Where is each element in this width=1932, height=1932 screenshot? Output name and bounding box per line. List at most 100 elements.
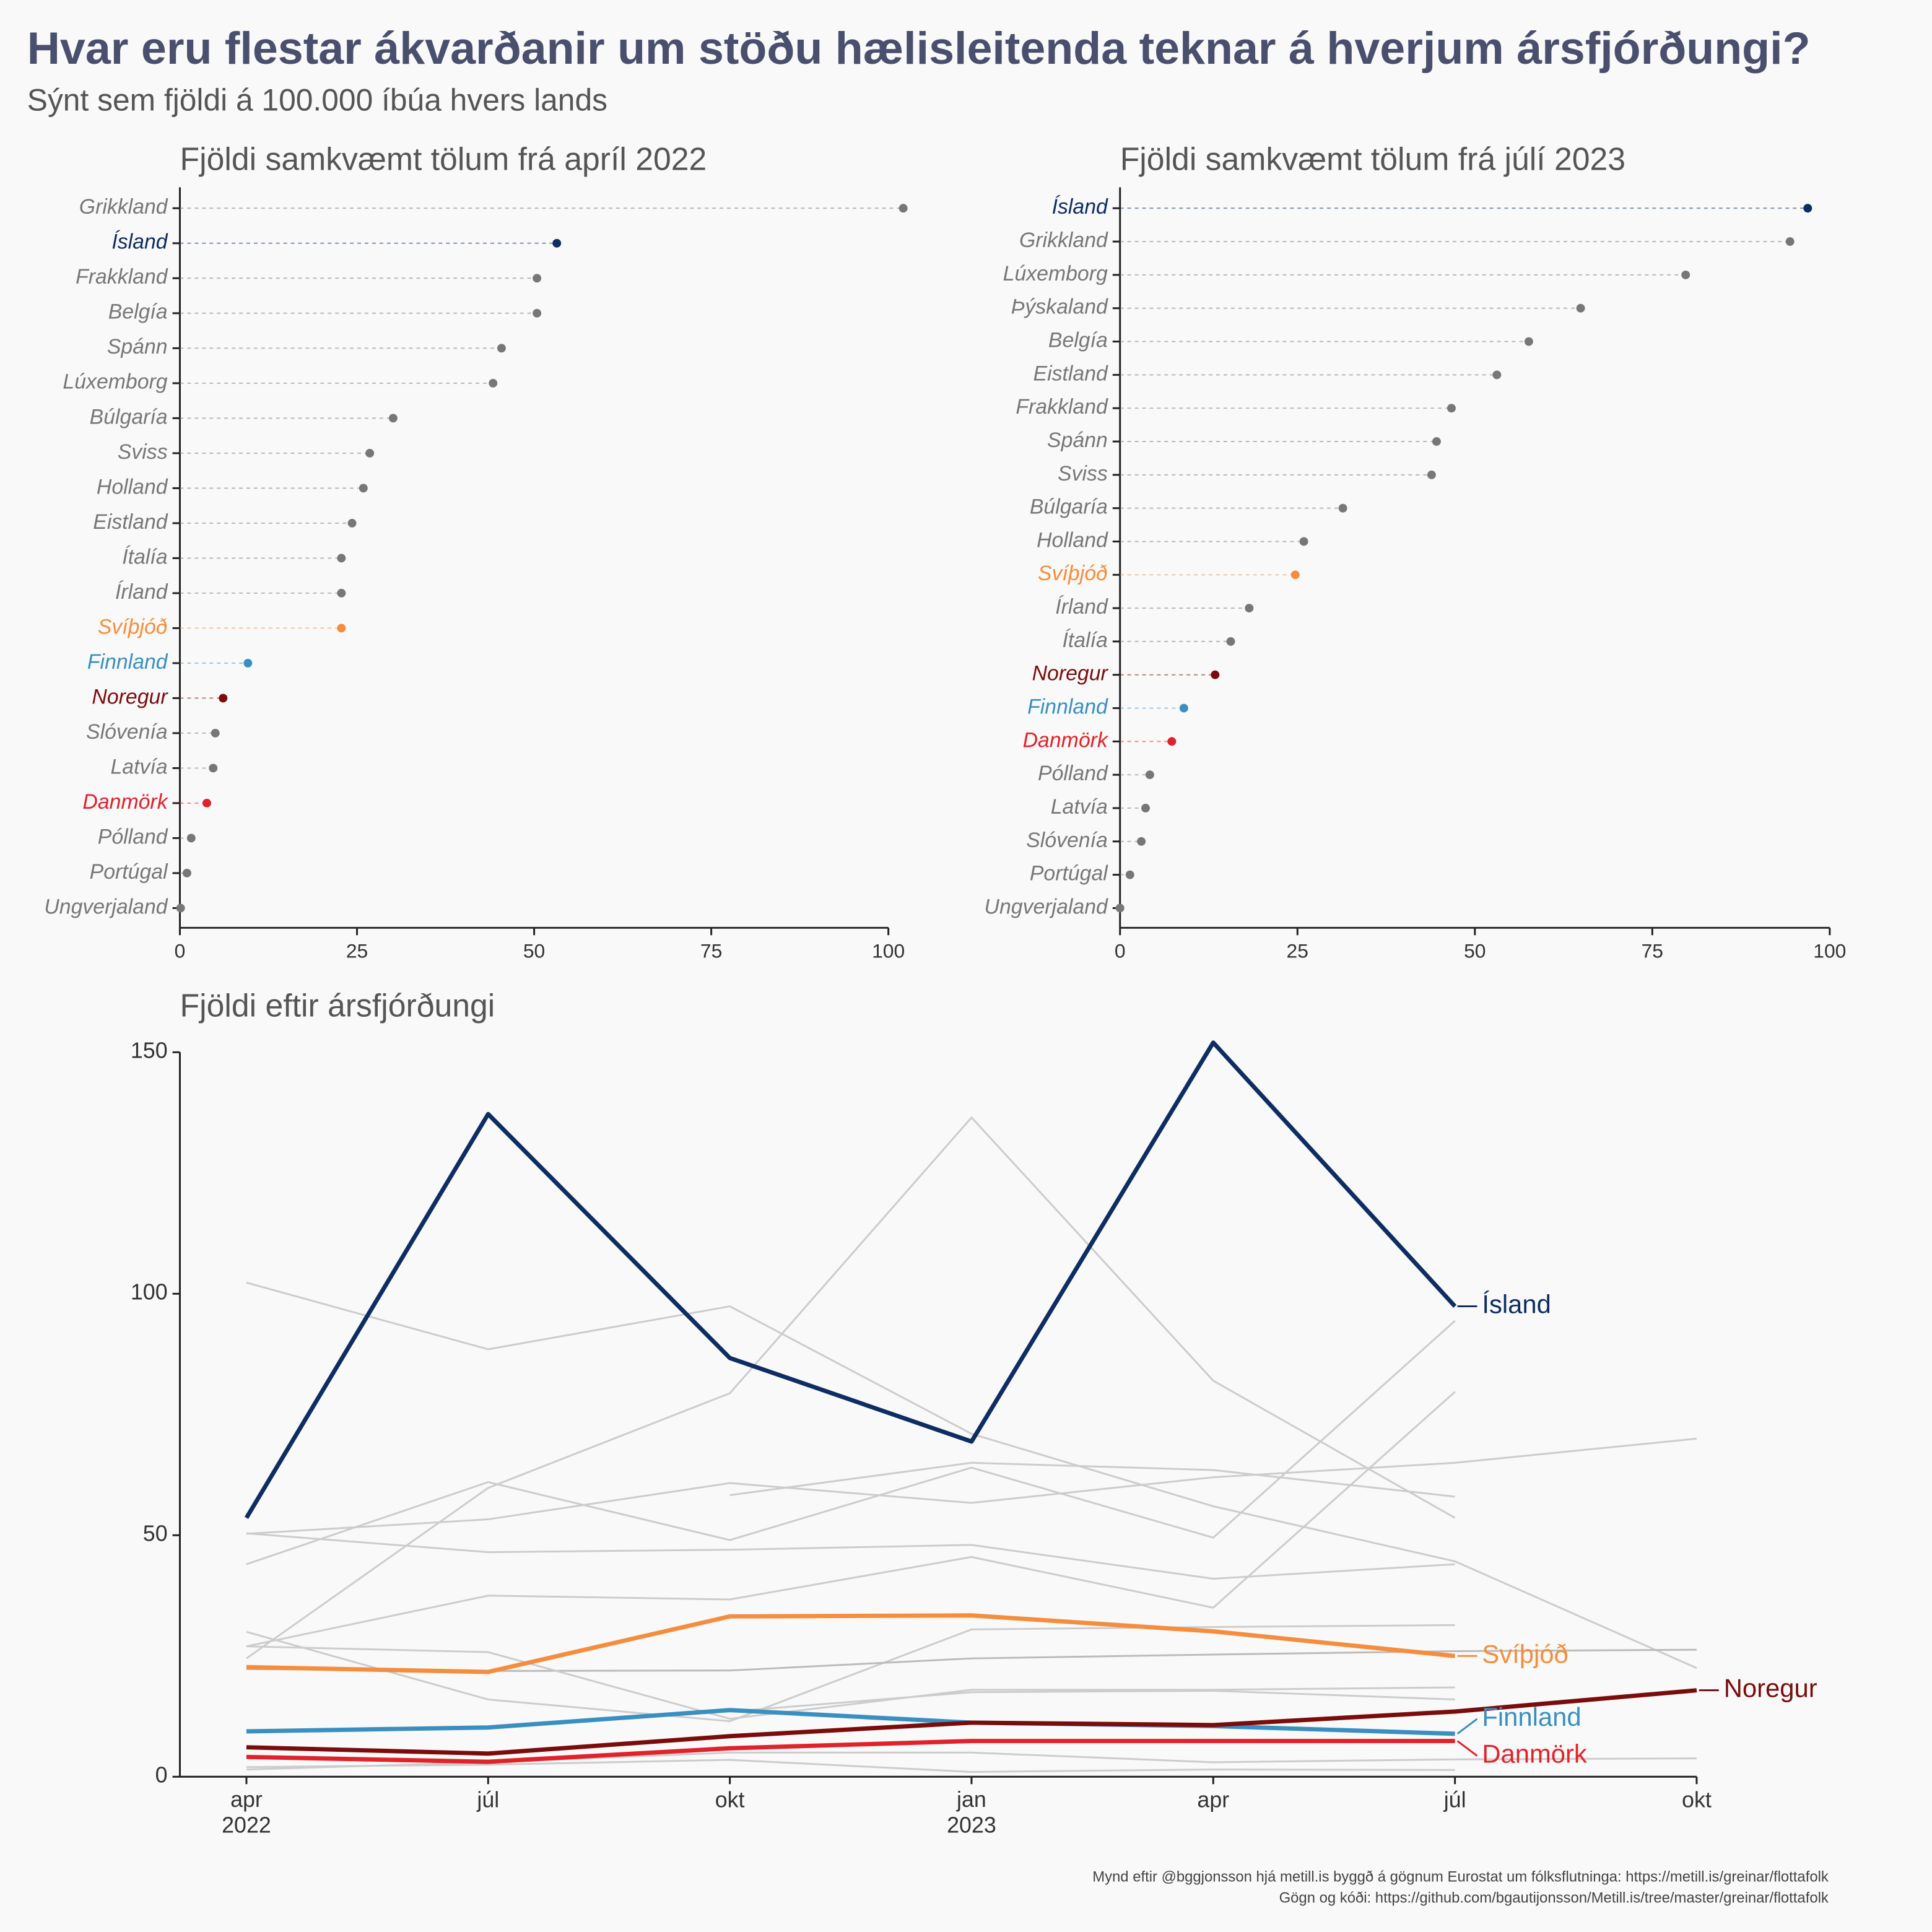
x-tick-label: 100 (1813, 940, 1846, 962)
dot (1803, 204, 1812, 213)
y-tick-label: Grikkland (79, 195, 168, 219)
label-leader (1456, 1718, 1478, 1735)
chart-subtitle: Sýnt sem fjöldi á 100.000 íbúa hvers lan… (27, 82, 607, 117)
y-tick-label: Holland (1037, 528, 1108, 552)
y-tick-label: Spánn (107, 335, 168, 359)
dot (552, 238, 562, 248)
dot (1245, 604, 1254, 613)
series-line (246, 1739, 1455, 1764)
x-tick-label: 25 (1287, 940, 1308, 962)
dot (1137, 837, 1146, 846)
dot (211, 728, 220, 738)
y-tick-label: Portúgal (1030, 862, 1108, 886)
series-line (729, 1461, 1455, 1498)
dot (1576, 303, 1585, 313)
dot (1492, 370, 1502, 380)
dot (533, 274, 542, 283)
y-tick-label: Finnland (1027, 695, 1108, 719)
y-tick-label: Finnland (87, 650, 168, 674)
series-label: Danmörk (1482, 1739, 1587, 1769)
y-tick-label: Svíþjóð (98, 615, 168, 638)
y-tick-label: Holland (97, 475, 168, 498)
dot (219, 694, 228, 703)
dot (1785, 237, 1795, 246)
y-tick-label: 100 (131, 1280, 168, 1305)
dot (1226, 637, 1235, 646)
y-tick-label: Sviss (1058, 462, 1108, 485)
dot (497, 344, 506, 353)
dot (182, 869, 191, 877)
series-line (246, 1708, 1455, 1736)
dot (202, 798, 211, 807)
x-tick-label: 75 (700, 940, 722, 962)
series-line (246, 1688, 1697, 1756)
series-line (246, 1437, 1697, 1535)
series-label: Finnland (1482, 1702, 1581, 1731)
dot (899, 204, 908, 213)
series-line (246, 1648, 1697, 1672)
x-tick-label: júl (476, 1788, 499, 1812)
y-tick-label: Frakkland (1016, 395, 1108, 419)
dot (1145, 770, 1154, 780)
y-tick-label: Frakkland (76, 265, 168, 289)
dot (1681, 270, 1690, 279)
dot (337, 588, 346, 598)
x-tick-label: 50 (1464, 940, 1486, 962)
series-line (246, 1613, 1455, 1674)
series-line (246, 1281, 1697, 1669)
y-tick-label: Pólland (98, 825, 168, 848)
y-tick-label: Latvía (1051, 795, 1108, 819)
y-tick-label: Eistland (1033, 362, 1108, 385)
dot (209, 764, 218, 773)
y-tick-label: Ísland (1052, 195, 1108, 219)
y-tick-label: Spánn (1047, 429, 1108, 452)
dot (243, 658, 253, 668)
y-tick-label: Danmörk (82, 790, 168, 814)
y-tick-label: Ísland (111, 230, 168, 254)
y-tick-label: 150 (131, 1038, 168, 1063)
panel-title: Fjöldi samkvæmt tölum frá júlí 2023 (1120, 141, 1625, 176)
y-tick-label: Pólland (1038, 762, 1108, 785)
y-tick-label: Þýskaland (1011, 295, 1108, 319)
y-tick-label: Belgía (108, 300, 168, 324)
dot (1524, 337, 1533, 346)
x-tick-label: apr (1197, 1788, 1229, 1812)
dot (176, 903, 185, 913)
x-tick-label: 50 (523, 940, 545, 962)
y-tick-label: Búlgaría (1030, 495, 1108, 519)
series-line (246, 1759, 1455, 1773)
x-tick-label: 75 (1642, 940, 1663, 962)
dot (186, 833, 196, 843)
dot (1115, 903, 1125, 913)
y-tick-label: Írland (1055, 595, 1108, 619)
dot (533, 308, 542, 318)
y-tick-label: Ungverjaland (985, 895, 1108, 918)
label-leader (1456, 1740, 1478, 1757)
x-tick-label: 0 (175, 940, 186, 962)
series-line (244, 1040, 1457, 1519)
y-tick-label: Ítalía (1063, 629, 1108, 652)
y-tick-label: Portúgal (90, 860, 168, 884)
dot (337, 554, 346, 563)
y-tick-label: Eistland (93, 510, 168, 534)
dot (365, 448, 375, 458)
y-tick-label: Danmörk (1023, 728, 1109, 752)
x-tick-label: jan 2023 (947, 1788, 996, 1838)
y-tick-label: Slóvenía (86, 720, 168, 744)
panel-title: Fjöldi eftir ársfjórðungi (180, 987, 495, 1023)
y-tick-label: Búlgaría (90, 405, 168, 429)
series-line (246, 1532, 1455, 1580)
series-line (729, 1689, 1455, 1713)
dot (1432, 437, 1441, 446)
dot (1427, 470, 1436, 479)
y-tick-label: 50 (143, 1521, 168, 1546)
dot (359, 484, 368, 493)
dot (1447, 404, 1456, 413)
y-tick-label: Írland (115, 580, 168, 604)
series-line (246, 1391, 1456, 1648)
y-tick-label: 0 (155, 1763, 168, 1788)
y-tick-label: Noregur (92, 685, 168, 708)
y-tick-label: Ungverjaland (44, 895, 168, 918)
x-tick-label: júl (1443, 1788, 1466, 1812)
